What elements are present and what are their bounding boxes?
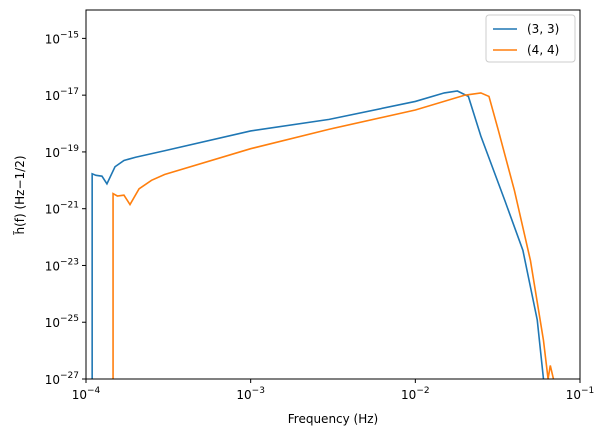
plot-frame — [85, 9, 581, 380]
y-tick-label: 10−27 — [45, 371, 79, 387]
plot-lines — [91, 90, 555, 379]
y-tick-label: 10−15 — [45, 30, 79, 46]
y-tick-label: 10−17 — [45, 87, 79, 103]
y-tick-label: 10−19 — [45, 144, 80, 160]
x-tick-label: 10−2 — [401, 386, 430, 402]
legend-label: (3, 3) — [527, 22, 559, 36]
y-tick-label: 10−23 — [45, 257, 79, 273]
x-tick-label: 10−1 — [566, 386, 595, 402]
x-tick-label: 10−4 — [72, 386, 101, 402]
series-line — [91, 90, 545, 379]
legend-label: (4, 4) — [527, 43, 559, 57]
x-tick-label: 10−3 — [236, 386, 265, 402]
y-axis-label: h̃(f) (Hz−1/2) — [13, 155, 27, 234]
series-line — [112, 92, 555, 379]
y-tick-label: 10−25 — [45, 314, 79, 330]
x-axis-label: Frequency (Hz) — [288, 412, 379, 426]
y-tick-label: 10−21 — [45, 201, 79, 217]
